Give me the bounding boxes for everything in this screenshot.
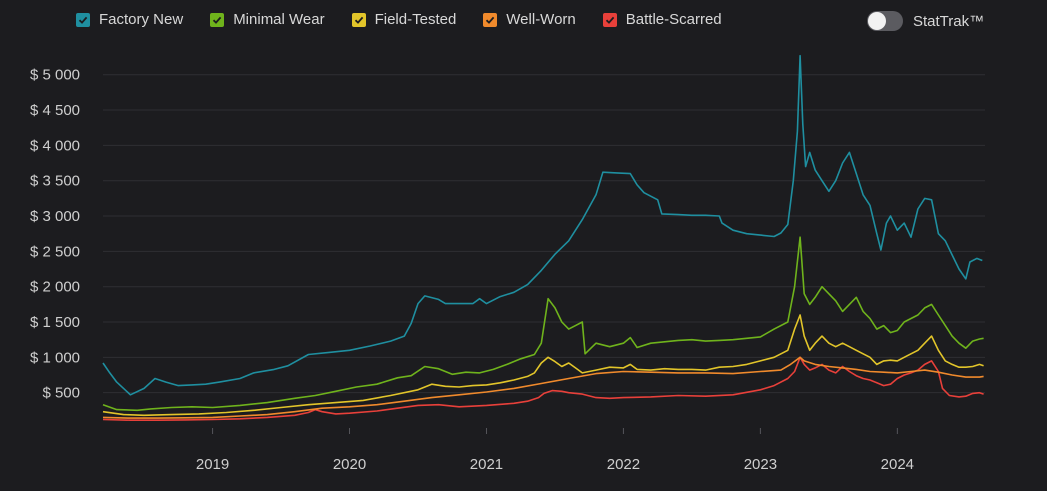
legend-item-minimal-wear[interactable]: Minimal Wear (210, 11, 325, 28)
grid (103, 74, 985, 434)
legend-label: Factory New (99, 11, 184, 28)
checkbox-icon[interactable] (602, 12, 617, 27)
legend-label: Minimal Wear (233, 11, 325, 28)
legend-item-well-worn[interactable]: Well-Worn (483, 11, 576, 28)
y-tick-label: $ 5 000 (30, 67, 80, 84)
x-tick-label: 2023 (744, 456, 777, 473)
stattrak-toggle[interactable] (867, 11, 903, 31)
y-tick-label: $ 4 500 (30, 102, 80, 119)
stattrak-toggle-group: StatTrak™ (867, 11, 984, 31)
x-tick-label: 2020 (333, 456, 366, 473)
series-line-well-worn[interactable] (102, 356, 984, 419)
checkbox-icon[interactable] (76, 12, 90, 27)
x-tick-label: 2019 (196, 456, 229, 473)
series-line-factory-new[interactable] (102, 54, 983, 396)
checkbox-icon[interactable] (351, 12, 366, 27)
y-tick-label: $ 4 000 (30, 137, 80, 154)
series-line-battle-scarred[interactable] (102, 356, 984, 421)
x-tick-label: 2021 (470, 456, 503, 473)
toggle-knob (868, 12, 886, 30)
x-tick-label: 2022 (607, 456, 640, 473)
y-tick-label: $ 2 000 (30, 279, 80, 296)
series-line-field-tested[interactable] (102, 314, 984, 417)
legend-item-factory-new[interactable]: Factory New (76, 11, 183, 28)
x-axis: 2019 2020 2021 2022 2023 2024 (196, 456, 914, 473)
legend-label: Well-Worn (506, 11, 576, 28)
y-tick-label: $ 500 (42, 385, 80, 402)
y-tick-label: $ 1 500 (30, 314, 80, 331)
y-tick-label: $ 3 500 (30, 173, 80, 190)
legend-label: Battle-Scarred (625, 11, 722, 28)
checkbox-icon[interactable] (210, 12, 225, 27)
legend-item-battle-scarred[interactable]: Battle-Scarred (602, 11, 722, 28)
y-axis: $ 500 $ 1 000 $ 1 500 $ 2 000 $ 2 500 $ 3 000… (30, 67, 80, 402)
x-tick-label: 2024 (881, 456, 914, 473)
y-tick-label: $ 1 000 (30, 349, 80, 366)
legend: Factory New Minimal Wear Field-Tested We… (76, 11, 749, 28)
y-tick-label: $ 2 500 (30, 243, 80, 260)
series-line-minimal-wear[interactable] (102, 236, 984, 412)
series-lines (102, 54, 984, 421)
legend-label: Field-Tested (374, 11, 457, 28)
checkbox-icon[interactable] (483, 12, 498, 27)
stattrak-label: StatTrak™ (913, 12, 985, 30)
legend-item-field-tested[interactable]: Field-Tested (351, 11, 457, 28)
y-tick-label: $ 3 000 (30, 208, 80, 225)
